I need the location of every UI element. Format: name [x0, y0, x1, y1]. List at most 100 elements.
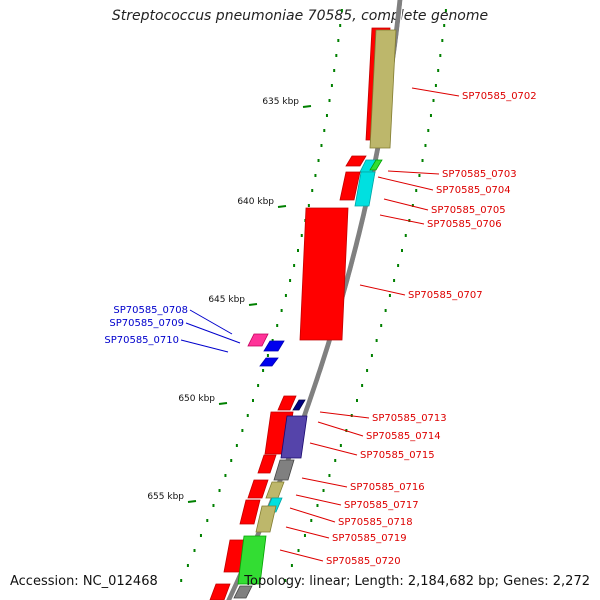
scale-dot-right — [303, 534, 306, 537]
scale-dot-right — [432, 99, 435, 102]
gene-label-leader — [301, 477, 348, 488]
scale-dot-right — [397, 264, 400, 267]
scale-dot-left — [280, 309, 283, 312]
gene-label-leader — [180, 339, 229, 353]
scale-dot-right — [439, 54, 442, 57]
scale-dot-left — [289, 279, 292, 282]
gene-0714-slate-block — [280, 415, 308, 459]
gene-label: SP70585_0702 — [462, 91, 537, 102]
scale-dot-right — [415, 189, 418, 192]
scale-dot-left — [206, 519, 209, 522]
gene-0720-green-block — [237, 535, 267, 585]
scale-dot-right — [334, 459, 337, 462]
kbp-tick-mark — [302, 105, 312, 108]
scale-dot-left — [218, 489, 221, 492]
scale-dot-right — [401, 249, 403, 252]
gene-label: SP70585_0703 — [442, 169, 517, 180]
scale-dot-left — [320, 144, 323, 147]
scale-dot-right — [443, 24, 446, 27]
scale-dot-left — [284, 294, 287, 297]
gene-label-leader — [379, 214, 425, 225]
scale-dot-right — [441, 39, 444, 42]
gene-label: SP70585_0714 — [366, 431, 441, 442]
scale-dot-right — [388, 294, 391, 297]
scale-dot-left — [262, 369, 265, 372]
scale-dot-left — [328, 99, 331, 102]
gene-0716-block — [247, 479, 269, 499]
gene-label: SP70585_0710 — [104, 335, 179, 346]
scale-dot-left — [339, 24, 342, 27]
gene-0719-block — [255, 505, 277, 533]
gene-label-leader — [279, 549, 324, 562]
scale-dot-left — [333, 69, 336, 72]
scale-dot-right — [356, 399, 358, 402]
scale-dot-left — [212, 504, 215, 507]
scale-dot-right — [361, 384, 364, 387]
gene-0718-block — [239, 499, 261, 525]
kbp-tick-mark — [218, 402, 228, 405]
scale-dot-left — [199, 534, 202, 537]
scale-dot-right — [290, 564, 293, 567]
kbp-tick-mark — [277, 205, 287, 208]
scale-dot-right — [427, 129, 430, 132]
gene-label: SP70585_0717 — [344, 500, 419, 511]
gene-label-leader — [309, 442, 358, 456]
gene-label: SP70585_0705 — [431, 205, 506, 216]
gene-0721-grey-block — [233, 585, 253, 599]
scale-dot-right — [328, 474, 331, 477]
gene-0715-grey-block — [273, 459, 295, 481]
gene-label: SP70585_0716 — [350, 482, 425, 493]
gene-0708-block — [247, 333, 269, 347]
gene-label-leader — [289, 507, 336, 523]
scale-dot-left — [180, 579, 183, 582]
gene-label-leader — [319, 411, 370, 419]
scale-dot-right — [429, 114, 432, 117]
gene-0713-block — [277, 395, 297, 411]
scale-dot-right — [339, 444, 342, 447]
scale-dot-right — [424, 144, 427, 147]
gene-label-leader — [189, 309, 233, 335]
scale-dot-right — [297, 549, 300, 552]
scale-dot-left — [241, 429, 244, 432]
gene-label: SP70585_0708 — [113, 305, 188, 316]
scale-dot-right — [411, 204, 414, 207]
gene-0702-khaki-block — [369, 29, 397, 149]
gene-label-leader — [285, 526, 330, 539]
scale-dot-left — [300, 234, 303, 237]
gene-label: SP70585_0719 — [332, 533, 407, 544]
scale-dot-right — [418, 174, 421, 177]
gene-label: SP70585_0706 — [427, 219, 502, 230]
kbp-tick-mark — [248, 303, 258, 306]
gene-label-leader — [387, 170, 440, 175]
gene-0709-block — [263, 340, 285, 352]
gene-label: SP70585_0704 — [436, 185, 511, 196]
scale-dot-right — [370, 354, 373, 357]
scale-dot-right — [384, 309, 387, 312]
gene-label: SP70585_0707 — [408, 290, 483, 301]
scale-dot-left — [323, 129, 326, 132]
kbp-tick-label: 635 kbp — [262, 97, 299, 107]
gene-label: SP70585_0709 — [109, 318, 184, 329]
scale-dot-left — [235, 444, 238, 447]
scale-dot-left — [330, 84, 333, 87]
scale-dot-right — [316, 504, 319, 507]
scale-dot-left — [186, 564, 189, 567]
gene-label-leader — [377, 176, 434, 191]
genome-summary: Topology: linear; Length: 2,184,682 bp; … — [244, 574, 590, 589]
scale-dot-right — [434, 84, 437, 87]
kbp-tick-label: 655 kbp — [147, 492, 184, 502]
genome-title: Streptococcus pneumoniae 70585, complete… — [111, 8, 489, 24]
scale-dot-left — [335, 54, 338, 57]
scale-dot-left — [246, 414, 249, 417]
scale-dot-right — [437, 69, 440, 72]
scale-dot-right — [393, 279, 396, 282]
scale-dot-right — [375, 339, 378, 342]
scale-dot-left — [325, 114, 328, 117]
gene-0703-block — [345, 155, 367, 167]
scale-dot-right — [284, 579, 287, 582]
scale-dot-left — [307, 204, 310, 207]
scale-dot-right — [322, 489, 325, 492]
scale-dot-left — [266, 354, 269, 357]
gene-0710-block — [259, 357, 279, 367]
